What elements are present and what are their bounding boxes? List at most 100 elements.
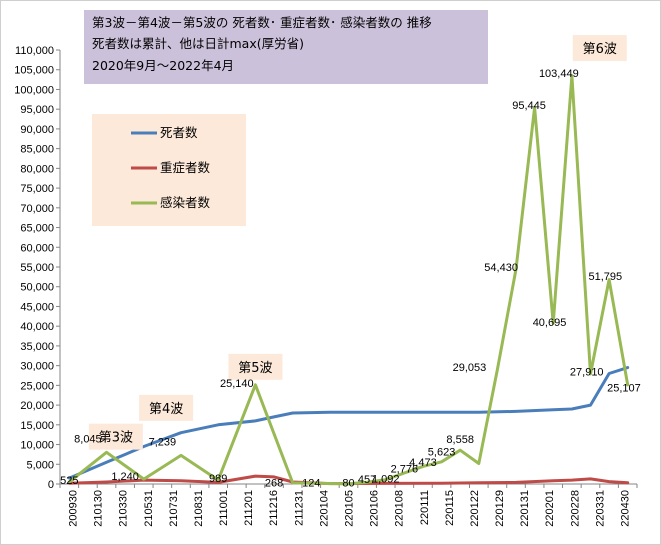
y-tick-label: 55,000: [20, 262, 54, 274]
y-tick-label: 90,000: [20, 124, 54, 136]
y-tick-label: 25,000: [20, 380, 54, 392]
y-tick-label: 70,000: [20, 203, 54, 215]
data-label: 1,240: [111, 471, 139, 483]
data-label: 95,445: [512, 100, 546, 112]
title-line-2: 死者数は累計、他は日計max(厚労省): [92, 36, 304, 51]
x-tick-label: 210731: [168, 490, 180, 527]
x-tick-label: 200930: [68, 490, 80, 527]
y-tick-label: 95,000: [20, 104, 54, 116]
data-label: 989: [209, 473, 227, 485]
legend-label-infections: 感染者数: [160, 195, 211, 210]
data-label: 103,449: [539, 68, 579, 80]
y-tick-label: 110,000: [15, 45, 54, 57]
legend-label-severe: 重症者数: [160, 160, 211, 175]
wave-annotation-box: [88, 423, 143, 450]
series-line-infections: [67, 74, 630, 486]
data-label: 1,092: [372, 473, 400, 485]
wave-annotation-label: 第3波: [99, 431, 133, 446]
x-tick-label: 211001: [218, 490, 230, 526]
wave-annotation: 第3波: [88, 423, 143, 450]
x-tick-label: 211201: [243, 490, 255, 526]
data-label: 40,695: [533, 317, 567, 329]
data-label: 54,430: [484, 262, 518, 274]
wave-annotation-label: 第6波: [583, 42, 617, 57]
data-label: 25,140: [220, 378, 254, 390]
y-tick-label: 15,000: [20, 420, 54, 432]
series-layer: [67, 74, 630, 486]
data-label-layer: 525 8,045 1,240 7,239 989 25,140 268 124 80 4571,…: [60, 68, 641, 490]
annotation-layer: 第3波 第4波 第5波 第6波: [88, 35, 627, 450]
x-tick-label: 210531: [143, 490, 155, 527]
data-label: 51,795: [589, 271, 623, 283]
data-label: 5,623: [428, 447, 456, 459]
data-label: 25,107: [607, 382, 641, 394]
wave-annotation-label: 第5波: [238, 361, 272, 376]
x-tick-label: 220131: [519, 490, 531, 527]
x-tick-label: 220106: [369, 490, 381, 527]
x-tick-label: 220228: [569, 490, 581, 527]
x-tick-label: 211231: [293, 490, 305, 526]
data-label: 2,776: [391, 464, 419, 476]
x-tick-label: 220104: [318, 490, 330, 527]
y-tick-label: 20,000: [20, 400, 54, 412]
y-tick-label: 100,000: [14, 84, 54, 96]
y-tick-label: 75,000: [20, 183, 54, 195]
x-tick-label: 220430: [619, 490, 631, 527]
x-tick-label: 210330: [118, 490, 130, 527]
data-label: 4,473: [409, 457, 437, 469]
x-tick-label: 220201: [544, 490, 556, 527]
y-tick-label: 30,000: [20, 361, 54, 373]
x-tick-label: 220115: [444, 490, 456, 526]
y-tick-label: 45,000: [20, 301, 54, 313]
wave-annotation-box: [139, 394, 194, 421]
y-tick-label: 35,000: [20, 341, 54, 353]
y-tick-label: 85,000: [20, 144, 54, 156]
wave-annotation: 第6波: [572, 35, 627, 62]
x-tick-label: 220111: [419, 490, 431, 525]
legend-label-deaths: 死者数: [160, 125, 198, 140]
x-tick-label: 220122: [469, 490, 481, 527]
wave-annotation: 第5波: [228, 353, 283, 380]
x-tick-label: 210831: [193, 490, 205, 527]
data-label: 8,045: [74, 434, 102, 446]
wave-annotation: 第4波: [139, 394, 194, 421]
title-box: 第3波－第4波－第5波の 死者数･ 重症者数･ 感染者数の 推移 死者数は累計、…: [84, 10, 488, 84]
x-tick-label: 220105: [344, 490, 356, 527]
x-axis: 200930 210130 210330 210531 210731 210831 2110…: [59, 483, 638, 527]
y-tick-label: 0: [48, 479, 54, 491]
data-label: 457: [358, 474, 376, 486]
data-label: 80: [342, 477, 354, 489]
wave-annotation-label: 第4波: [149, 402, 183, 417]
y-tick-label: 80,000: [20, 163, 54, 175]
data-label: 29,053: [453, 362, 487, 374]
y-tick-label: 60,000: [20, 242, 54, 254]
x-tick-label: 211216: [268, 490, 280, 526]
legend-background: [92, 114, 246, 226]
data-label: 27,910: [570, 367, 604, 379]
title-line-1: 第3波－第4波－第5波の 死者数･ 重症者数･ 感染者数の 推移: [92, 15, 432, 30]
y-tick-label: 65,000: [20, 223, 54, 235]
y-tick-label: 105,000: [14, 65, 54, 77]
legend: 死者数 重症者数 感染者数: [92, 114, 246, 226]
title-line-3: 2020年9月～2022年4月: [92, 58, 234, 73]
x-tick-label: 220331: [594, 490, 606, 527]
wave-annotation-box: [572, 35, 627, 62]
data-label: 8,558: [446, 434, 474, 446]
y-tick-label: 50,000: [20, 282, 54, 294]
x-tick-label: 210130: [93, 490, 105, 527]
wave-annotation-box: [228, 353, 283, 380]
data-label: 7,239: [149, 436, 177, 448]
data-label: 525: [60, 475, 78, 487]
series-line-deaths: [67, 366, 630, 480]
y-axis: 0 5,000 10,000 15,000 20,000 25,000 30,000 35,0…: [14, 45, 61, 491]
data-label: 124: [302, 477, 320, 489]
data-label: 268: [265, 477, 283, 489]
y-tick-label: 5,000: [26, 459, 54, 471]
title-background: [84, 10, 488, 84]
x-tick-label: 220129: [494, 490, 506, 527]
x-tick-label: 220108: [394, 490, 406, 527]
y-tick-label: 40,000: [20, 321, 54, 333]
y-tick-label: 10,000: [20, 440, 54, 452]
